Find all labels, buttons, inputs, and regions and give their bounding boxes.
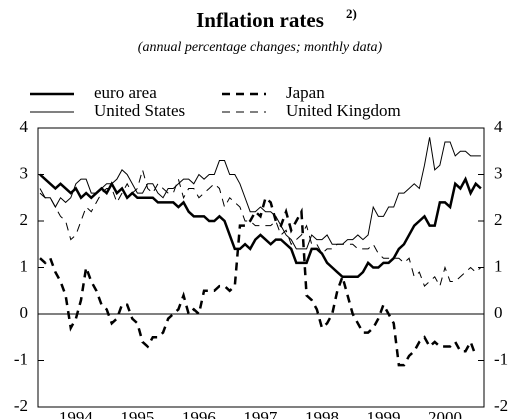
y-tick-label: 0: [20, 303, 29, 322]
series-line: [39, 167, 482, 288]
plot-frame: [37, 127, 485, 408]
chart-title: Inflation rates: [196, 8, 324, 32]
y-tick-label: -2: [14, 396, 28, 415]
x-tick-label: 1996: [182, 408, 216, 419]
y2-tick-label: 4: [494, 117, 503, 136]
y2-tick-label: 2: [494, 210, 503, 229]
x-tick-label: 1998: [305, 408, 339, 419]
series-line: [39, 173, 482, 279]
legend-label: Japan: [286, 83, 325, 102]
y2-tick-label: 3: [494, 163, 503, 182]
legend-label: United States: [94, 101, 185, 120]
y-tick-label: 1: [20, 256, 29, 275]
y2-tick-label: -2: [494, 396, 508, 415]
y2-tick-label: -1: [494, 349, 508, 368]
y-tick-label: -1: [14, 349, 28, 368]
legend-label: United Kingdom: [286, 101, 401, 120]
y2-tick-label: 0: [494, 303, 503, 322]
y2-tick-label: 1: [494, 256, 503, 275]
y-tick-label: 4: [20, 117, 29, 136]
series-line: [39, 137, 481, 250]
x-tick-label: 1995: [120, 408, 154, 419]
y-tick-label: 2: [20, 210, 29, 229]
x-tick-label: 1994: [59, 408, 94, 419]
title-note: 2): [346, 6, 357, 21]
x-tick-label: 2000: [428, 408, 462, 419]
chart-subtitle: (annual percentage changes; monthly data…: [138, 40, 383, 55]
x-tick-label: 1997: [243, 408, 278, 419]
y-tick-label: 3: [20, 163, 29, 182]
series-line: [39, 195, 477, 367]
legend-label: euro area: [94, 83, 157, 102]
x-tick-label: 1999: [366, 408, 400, 419]
